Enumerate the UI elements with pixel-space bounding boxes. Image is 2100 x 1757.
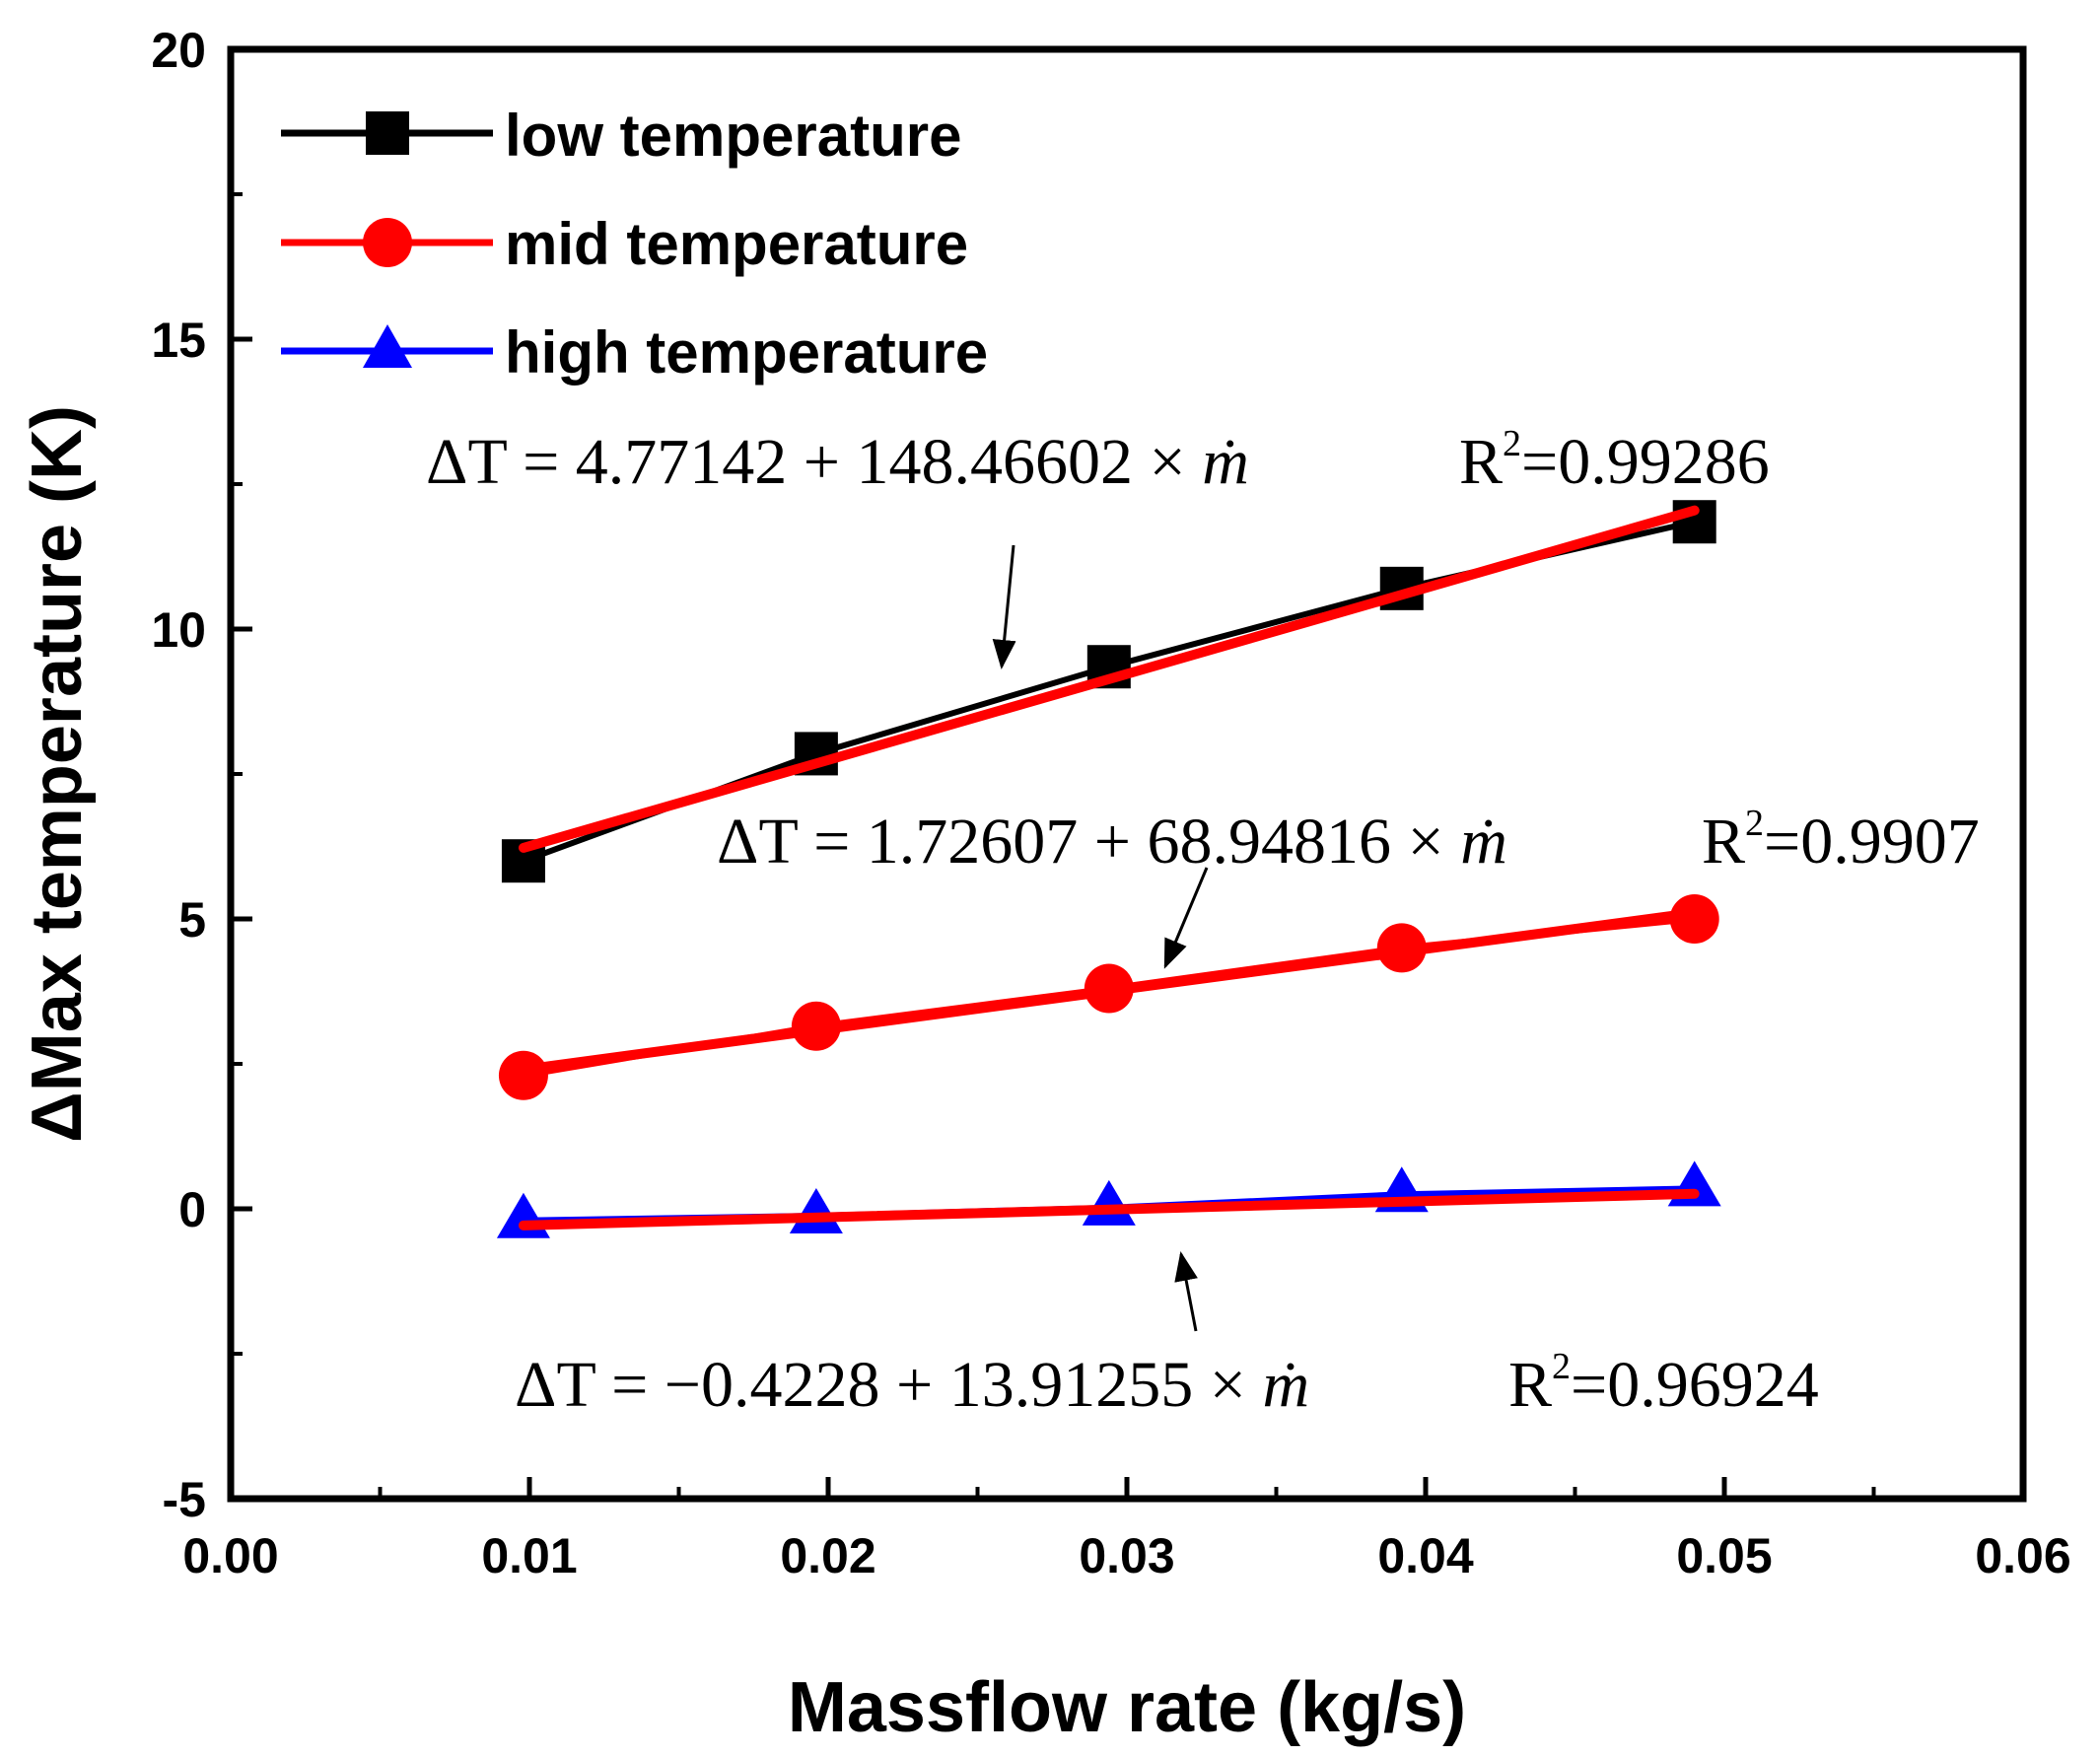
equation-mid-r2-sup: 2 <box>1745 803 1764 844</box>
y-tick-label: 15 <box>151 313 206 368</box>
series-layer <box>496 500 1721 1238</box>
fit-line-mid <box>518 907 1700 1075</box>
y-tick-label: 20 <box>151 23 206 78</box>
legend-marker-mid <box>363 218 412 267</box>
x-axis-title: Massflow rate (kg/s) <box>788 1668 1466 1747</box>
equation-mid-r2-label: R <box>1702 806 1745 878</box>
data-point-mid <box>1669 894 1719 944</box>
y-tick-label: -5 <box>163 1472 206 1527</box>
equation-high-r2-value: =0.96924 <box>1571 1349 1819 1421</box>
y-tick-label: 0 <box>178 1182 206 1237</box>
equation-mid-r2-value: =0.9907 <box>1764 806 1980 878</box>
data-point-mid <box>498 1050 548 1100</box>
legend-label-high: high temperature <box>505 319 988 386</box>
y-tick-label: 10 <box>151 602 206 658</box>
svg-text:ΔT = −0.4228 + 13.91255 ×: ΔT = −0.4228 + 13.91255 × ṁ <box>515 1349 1309 1421</box>
data-point-high <box>496 1192 550 1238</box>
equation-mid-lhs: ΔT = 1.72607 + 68.94816 × <box>717 806 1444 878</box>
y-tick-label: 5 <box>178 892 206 948</box>
data-point-high <box>789 1188 843 1234</box>
y-axis-title: ΔMax temperature (K) <box>18 405 97 1143</box>
equation-high: ΔT = −0.4228 + 13.91255 × ṁ R2=0.96924 <box>515 1251 1819 1421</box>
equation-high-r2-label: R <box>1508 1349 1552 1421</box>
x-tick-label: 0.00 <box>182 1528 278 1583</box>
equation-low-r2-value: =0.99286 <box>1521 426 1770 498</box>
legend: low temperature mid temperature high tem… <box>281 103 988 386</box>
svg-text:ΔT = 4.77142 + 148.46602 ×: ΔT = 4.77142 + 148.46602 × ṁ <box>426 426 1249 498</box>
equation-mid-arrow <box>1163 867 1209 969</box>
legend-marker-low <box>366 111 409 155</box>
equation-low-arrow <box>992 544 1016 669</box>
equation-mid-var: ṁ <box>1460 806 1507 878</box>
legend-marker-high <box>363 324 412 368</box>
data-point-high <box>1667 1160 1721 1207</box>
x-tick-label: 0.03 <box>1079 1528 1174 1583</box>
svg-text:R2=0.96924: R2=0.96924 <box>1508 1346 1819 1421</box>
svg-text:R2=0.99286: R2=0.99286 <box>1459 423 1770 498</box>
x-tick-label: 0.01 <box>481 1528 577 1583</box>
x-axis-ticks: 0.00 0.01 0.02 0.03 0.04 0.05 0.06 <box>182 1477 2071 1583</box>
equation-low-lhs: ΔT = 4.77142 + 148.46602 × <box>426 426 1186 498</box>
equation-high-lhs: ΔT = −0.4228 + 13.91255 × <box>515 1349 1246 1421</box>
legend-label-low: low temperature <box>505 103 961 169</box>
equation-low: ΔT = 4.77142 + 148.46602 × ṁ R2=0.99286 <box>426 423 1770 669</box>
x-tick-label: 0.02 <box>780 1528 875 1583</box>
equation-high-r2-sup: 2 <box>1552 1346 1571 1387</box>
equation-mid: ΔT = 1.72607 + 68.94816 × ṁ R2=0.9907 <box>717 803 1980 969</box>
equation-low-r2-label: R <box>1459 426 1503 498</box>
fit-line-low <box>518 505 1700 853</box>
y-axis-ticks: -5 0 5 10 15 20 <box>151 23 252 1527</box>
legend-label-mid: mid temperature <box>505 211 968 277</box>
x-tick-label: 0.04 <box>1377 1528 1474 1583</box>
equation-low-var: ṁ <box>1202 426 1249 498</box>
svg-text:R2=0.9907: R2=0.9907 <box>1702 803 1980 878</box>
fit-line-high <box>518 1188 1700 1230</box>
svg-text:ΔT = 1.72607 + 68.94816 ×: ΔT = 1.72607 + 68.94816 × ṁ <box>717 806 1507 878</box>
equation-high-var: ṁ <box>1262 1349 1309 1421</box>
data-point-high <box>1082 1179 1136 1226</box>
plot-frame <box>227 45 2027 1503</box>
equation-low-r2-sup: 2 <box>1503 423 1521 464</box>
equation-high-arrow <box>1174 1251 1198 1332</box>
x-tick-label: 0.06 <box>1975 1528 2070 1583</box>
x-tick-label: 0.05 <box>1676 1528 1772 1583</box>
